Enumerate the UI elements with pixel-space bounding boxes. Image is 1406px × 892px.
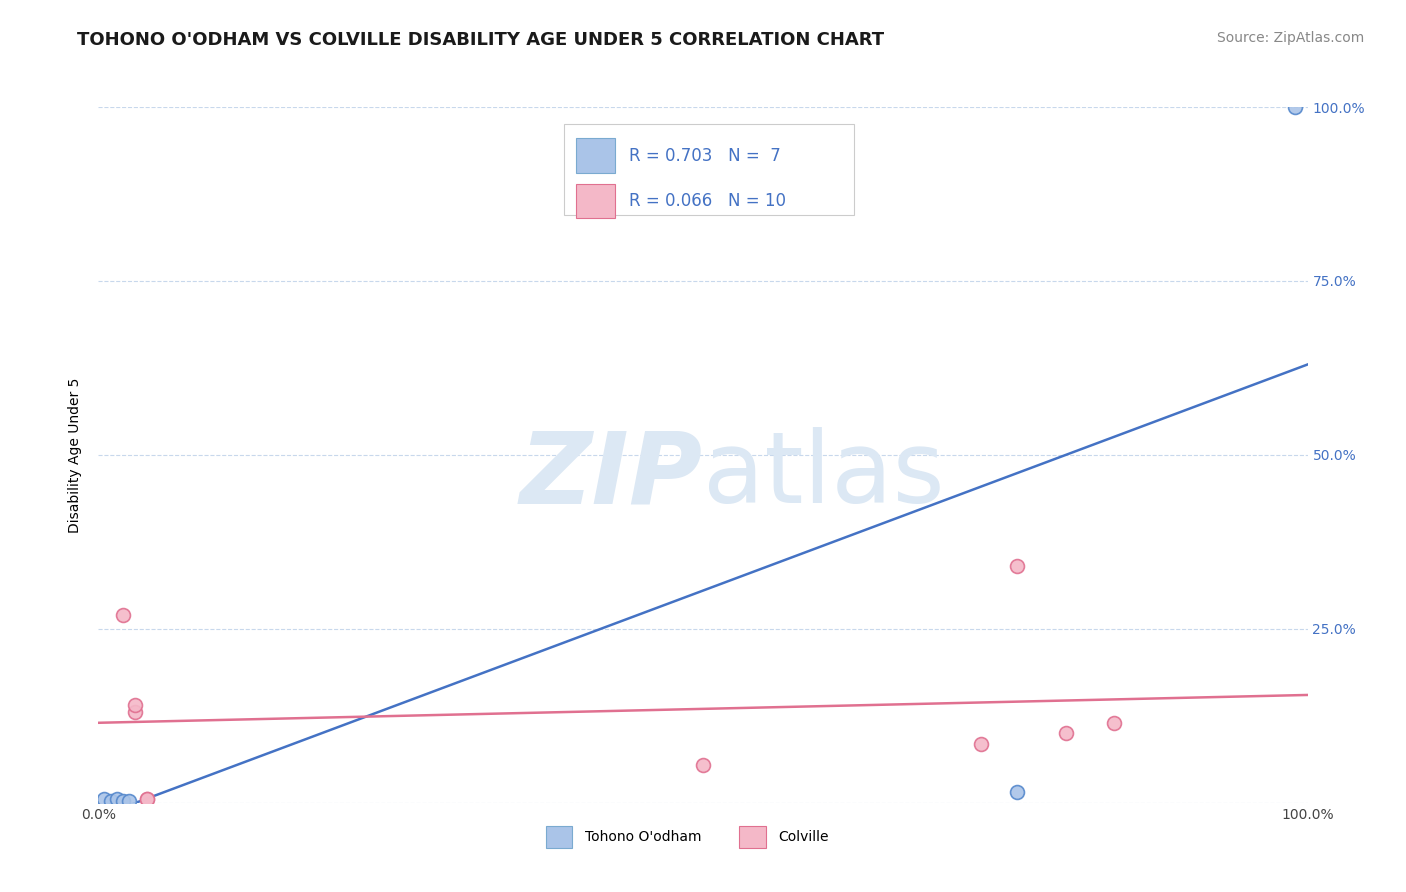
- Point: [105, 792, 128, 806]
- Point: [1007, 559, 1029, 574]
- Point: [1102, 715, 1125, 730]
- Point: [93, 792, 115, 806]
- Point: [124, 706, 146, 720]
- Bar: [740, 826, 766, 848]
- Point: [1054, 726, 1077, 740]
- Point: [970, 737, 993, 751]
- Point: [135, 792, 157, 806]
- Point: [118, 794, 141, 808]
- Text: Source: ZipAtlas.com: Source: ZipAtlas.com: [1216, 31, 1364, 45]
- Text: TOHONO O'ODHAM VS COLVILLE DISABILITY AGE UNDER 5 CORRELATION CHART: TOHONO O'ODHAM VS COLVILLE DISABILITY AG…: [77, 31, 884, 49]
- Text: atlas: atlas: [703, 427, 945, 524]
- Bar: [576, 138, 614, 173]
- Bar: [576, 184, 614, 219]
- Text: ZIP: ZIP: [520, 427, 703, 524]
- Point: [100, 794, 122, 808]
- Text: R = 0.703   N =  7: R = 0.703 N = 7: [630, 147, 780, 165]
- Point: [1007, 785, 1029, 799]
- Text: Colville: Colville: [778, 830, 828, 844]
- Y-axis label: Disability Age Under 5: Disability Age Under 5: [69, 377, 83, 533]
- Bar: [546, 826, 572, 848]
- Point: [1284, 100, 1306, 114]
- Point: [124, 698, 146, 713]
- Point: [111, 794, 134, 808]
- Text: R = 0.066   N = 10: R = 0.066 N = 10: [630, 192, 786, 210]
- Point: [692, 757, 714, 772]
- FancyBboxPatch shape: [564, 124, 855, 215]
- Text: Tohono O'odham: Tohono O'odham: [585, 830, 702, 844]
- Point: [135, 792, 157, 806]
- Point: [111, 607, 134, 622]
